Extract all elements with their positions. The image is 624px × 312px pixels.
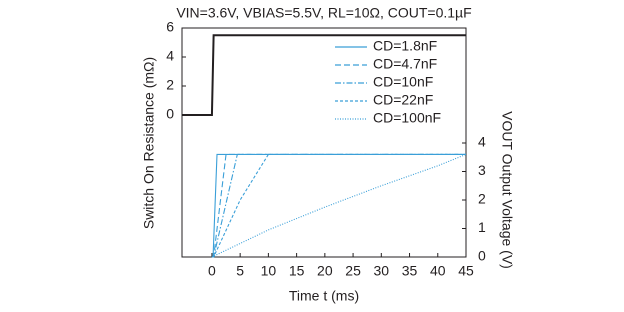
x-tick-label: 15 xyxy=(289,263,305,279)
x-tick-label: 45 xyxy=(458,263,474,279)
series-line xyxy=(211,153,467,258)
legend-label: CD=1.8nF xyxy=(373,38,437,54)
y-axis-label: Switch On Resistance (mΩ) xyxy=(141,57,157,229)
y2-axis-label: VOUT Output Voltage (V) xyxy=(499,111,515,269)
legend-label: CD=10nF xyxy=(373,74,433,90)
y2-tick-label: 2 xyxy=(478,191,486,207)
y-tick-label: 6 xyxy=(166,19,174,35)
x-tick-label: 0 xyxy=(208,263,216,279)
x-tick-label: 25 xyxy=(345,263,361,279)
y2-tick-label: 3 xyxy=(478,162,486,178)
legend-label: CD=22nF xyxy=(373,92,433,108)
y2-tick-label: 0 xyxy=(478,248,486,264)
chart-title: VIN=3.6V, VBIAS=5.5V, RL=10Ω, COUT=0.1µF xyxy=(176,5,471,21)
y-tick-label: 4 xyxy=(166,48,174,64)
legend-label: CD=100nF xyxy=(373,110,441,126)
x-tick-label: 40 xyxy=(430,263,446,279)
y-tick-label: 2 xyxy=(166,77,174,93)
series-line xyxy=(182,34,466,116)
legend-label: CD=4.7nF xyxy=(373,56,437,72)
x-tick-label: 35 xyxy=(402,263,418,279)
x-tick-label: 5 xyxy=(236,263,244,279)
y2-tick-label: 1 xyxy=(478,219,486,235)
x-tick-label: 30 xyxy=(374,263,390,279)
y-tick-label: 0 xyxy=(166,106,174,122)
x-axis-label: Time t (ms) xyxy=(289,288,359,304)
series-line xyxy=(211,153,466,258)
x-tick-label: 20 xyxy=(317,263,333,279)
x-tick-label: 10 xyxy=(261,263,277,279)
y2-tick-label: 4 xyxy=(478,134,486,150)
